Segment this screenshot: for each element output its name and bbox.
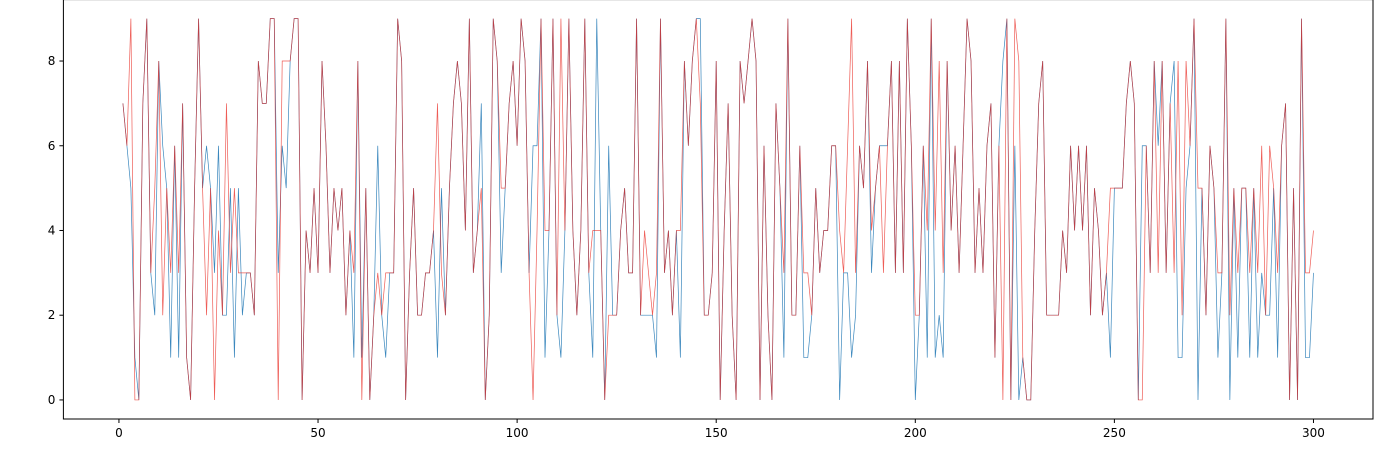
- x-tick-label: 150: [705, 426, 728, 440]
- y-tick-label: 8: [48, 54, 56, 68]
- x-tick-label: 0: [115, 426, 123, 440]
- series-line: [122, 18, 1314, 401]
- y-tick-label: 2: [48, 308, 56, 322]
- x-tick-label: 250: [1103, 426, 1126, 440]
- x-tick-label: 300: [1302, 426, 1325, 440]
- plot-frame: [62, 0, 1374, 420]
- y-tick-label: 4: [48, 223, 56, 237]
- x-tick-label: 200: [904, 426, 927, 440]
- x-tick-label: 100: [506, 426, 529, 440]
- x-tick-label: 50: [310, 426, 325, 440]
- y-tick-label: 0: [48, 393, 56, 407]
- y-tick-label: 6: [48, 139, 56, 153]
